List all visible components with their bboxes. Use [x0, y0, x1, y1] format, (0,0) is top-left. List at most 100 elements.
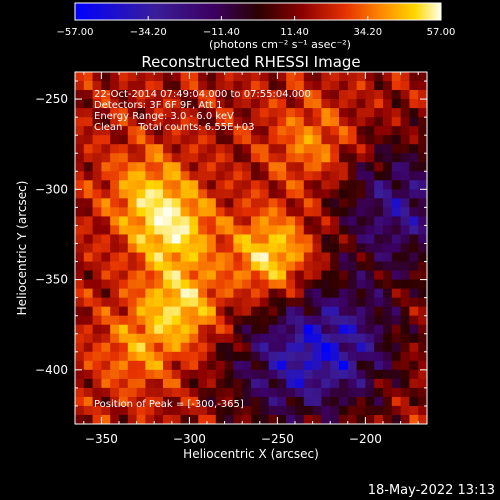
heatmap-cell: [312, 279, 322, 290]
heatmap-cell: [365, 306, 375, 317]
heatmap-cell: [365, 288, 375, 299]
heatmap-cell: [101, 99, 111, 109]
heatmap-cell: [339, 315, 349, 326]
heatmap-cell: [251, 324, 261, 335]
heatmap-cell: [374, 162, 384, 172]
heatmap-cell: [136, 315, 146, 326]
heatmap-cell: [127, 99, 138, 109]
heatmap-cell: [136, 207, 146, 218]
heatmap-cell: [321, 72, 331, 82]
heatmap-cell: [215, 135, 226, 145]
heatmap-cell: [242, 324, 252, 335]
heatmap-cell: [198, 342, 208, 353]
heatmap-cell: [127, 180, 138, 190]
heatmap-cell: [207, 369, 217, 380]
heatmap-cell: [145, 81, 155, 91]
heatmap-cell: [242, 81, 252, 91]
heatmap-cell: [286, 117, 296, 127]
heatmap-cell: [409, 99, 419, 109]
heatmap-cell: [171, 288, 182, 299]
heatmap-cell: [171, 198, 182, 208]
heatmap-cell: [347, 225, 358, 236]
heatmap-cell: [171, 180, 182, 190]
heatmap-cell: [383, 396, 393, 407]
heatmap-cell: [198, 378, 208, 389]
heatmap-cell: [365, 90, 375, 100]
heatmap-cell: [198, 315, 208, 326]
heatmap-cell: [286, 216, 296, 227]
heatmap-cell: [75, 198, 85, 208]
heatmap-cell: [233, 108, 243, 118]
heatmap-cell: [374, 333, 384, 344]
heatmap-cell: [321, 216, 331, 227]
heatmap-cell: [312, 81, 322, 91]
heatmap-cell: [171, 153, 182, 163]
heatmap-cell: [286, 342, 296, 353]
heatmap-cell: [312, 135, 322, 145]
heatmap-cell: [242, 99, 252, 109]
heatmap-cell: [215, 261, 226, 272]
heatmap-cell: [154, 252, 164, 263]
heatmap-cell: [286, 225, 296, 236]
heatmap-cell: [418, 306, 427, 317]
heatmap-cell: [154, 405, 164, 416]
heatmap-cell: [418, 108, 427, 118]
heatmap-cell: [224, 243, 234, 254]
heatmap-cell: [347, 324, 358, 335]
heatmap-cell: [400, 270, 410, 281]
heatmap-cell: [391, 243, 402, 254]
heatmap-cell: [242, 297, 252, 308]
heatmap-cell: [277, 360, 287, 371]
heatmap-cell: [180, 306, 190, 317]
heatmap-cell: [418, 342, 427, 353]
heatmap-cell: [383, 351, 393, 362]
heatmap-cell: [295, 396, 305, 407]
heatmap-cell: [365, 72, 375, 82]
y-tick-label: −350: [35, 273, 68, 287]
heatmap-cell: [145, 216, 155, 227]
heatmap-cell: [127, 396, 138, 407]
heatmap-cell: [277, 243, 287, 254]
heatmap-cell: [92, 135, 102, 145]
heatmap-cell: [242, 369, 252, 380]
heatmap-cell: [312, 171, 322, 181]
heatmap-cell: [356, 90, 366, 100]
heatmap-cell: [189, 99, 199, 109]
heatmap-cell: [154, 270, 164, 281]
heatmap-cell: [295, 144, 305, 154]
heatmap-cell: [127, 306, 138, 317]
heatmap-cell: [400, 216, 410, 227]
heatmap-cell: [356, 315, 366, 326]
heatmap-cell: [347, 144, 358, 154]
heatmap-cell: [400, 387, 410, 398]
heatmap-cell: [268, 387, 278, 398]
heatmap-cell: [418, 198, 427, 208]
heatmap-cell: [356, 342, 366, 353]
heatmap-cell: [101, 234, 111, 245]
heatmap-cell: [251, 144, 261, 154]
heatmap-cell: [295, 153, 305, 163]
heatmap-cell: [391, 171, 402, 181]
heatmap-cell: [83, 414, 94, 424]
heatmap-cell: [110, 207, 120, 218]
heatmap-cell: [418, 270, 427, 281]
heatmap-cell: [391, 189, 402, 199]
heatmap-cell: [180, 108, 190, 118]
heatmap-cell: [75, 243, 85, 254]
heatmap-cell: [224, 324, 234, 335]
heatmap-cell: [171, 90, 182, 100]
heatmap-cell: [127, 198, 138, 208]
heatmap-cell: [259, 252, 270, 263]
heatmap-cell: [145, 171, 155, 181]
heatmap-cell: [365, 225, 375, 236]
heatmap-cell: [242, 288, 252, 299]
heatmap-cell: [119, 279, 129, 290]
heatmap-cell: [136, 270, 146, 281]
heatmap-cell: [101, 216, 111, 227]
heatmap-cell: [251, 171, 261, 181]
heatmap-cell: [145, 351, 155, 362]
heatmap-cell: [268, 180, 278, 190]
heatmap-cell: [286, 333, 296, 344]
heatmap-cell: [303, 288, 314, 299]
heatmap-cell: [163, 279, 173, 290]
